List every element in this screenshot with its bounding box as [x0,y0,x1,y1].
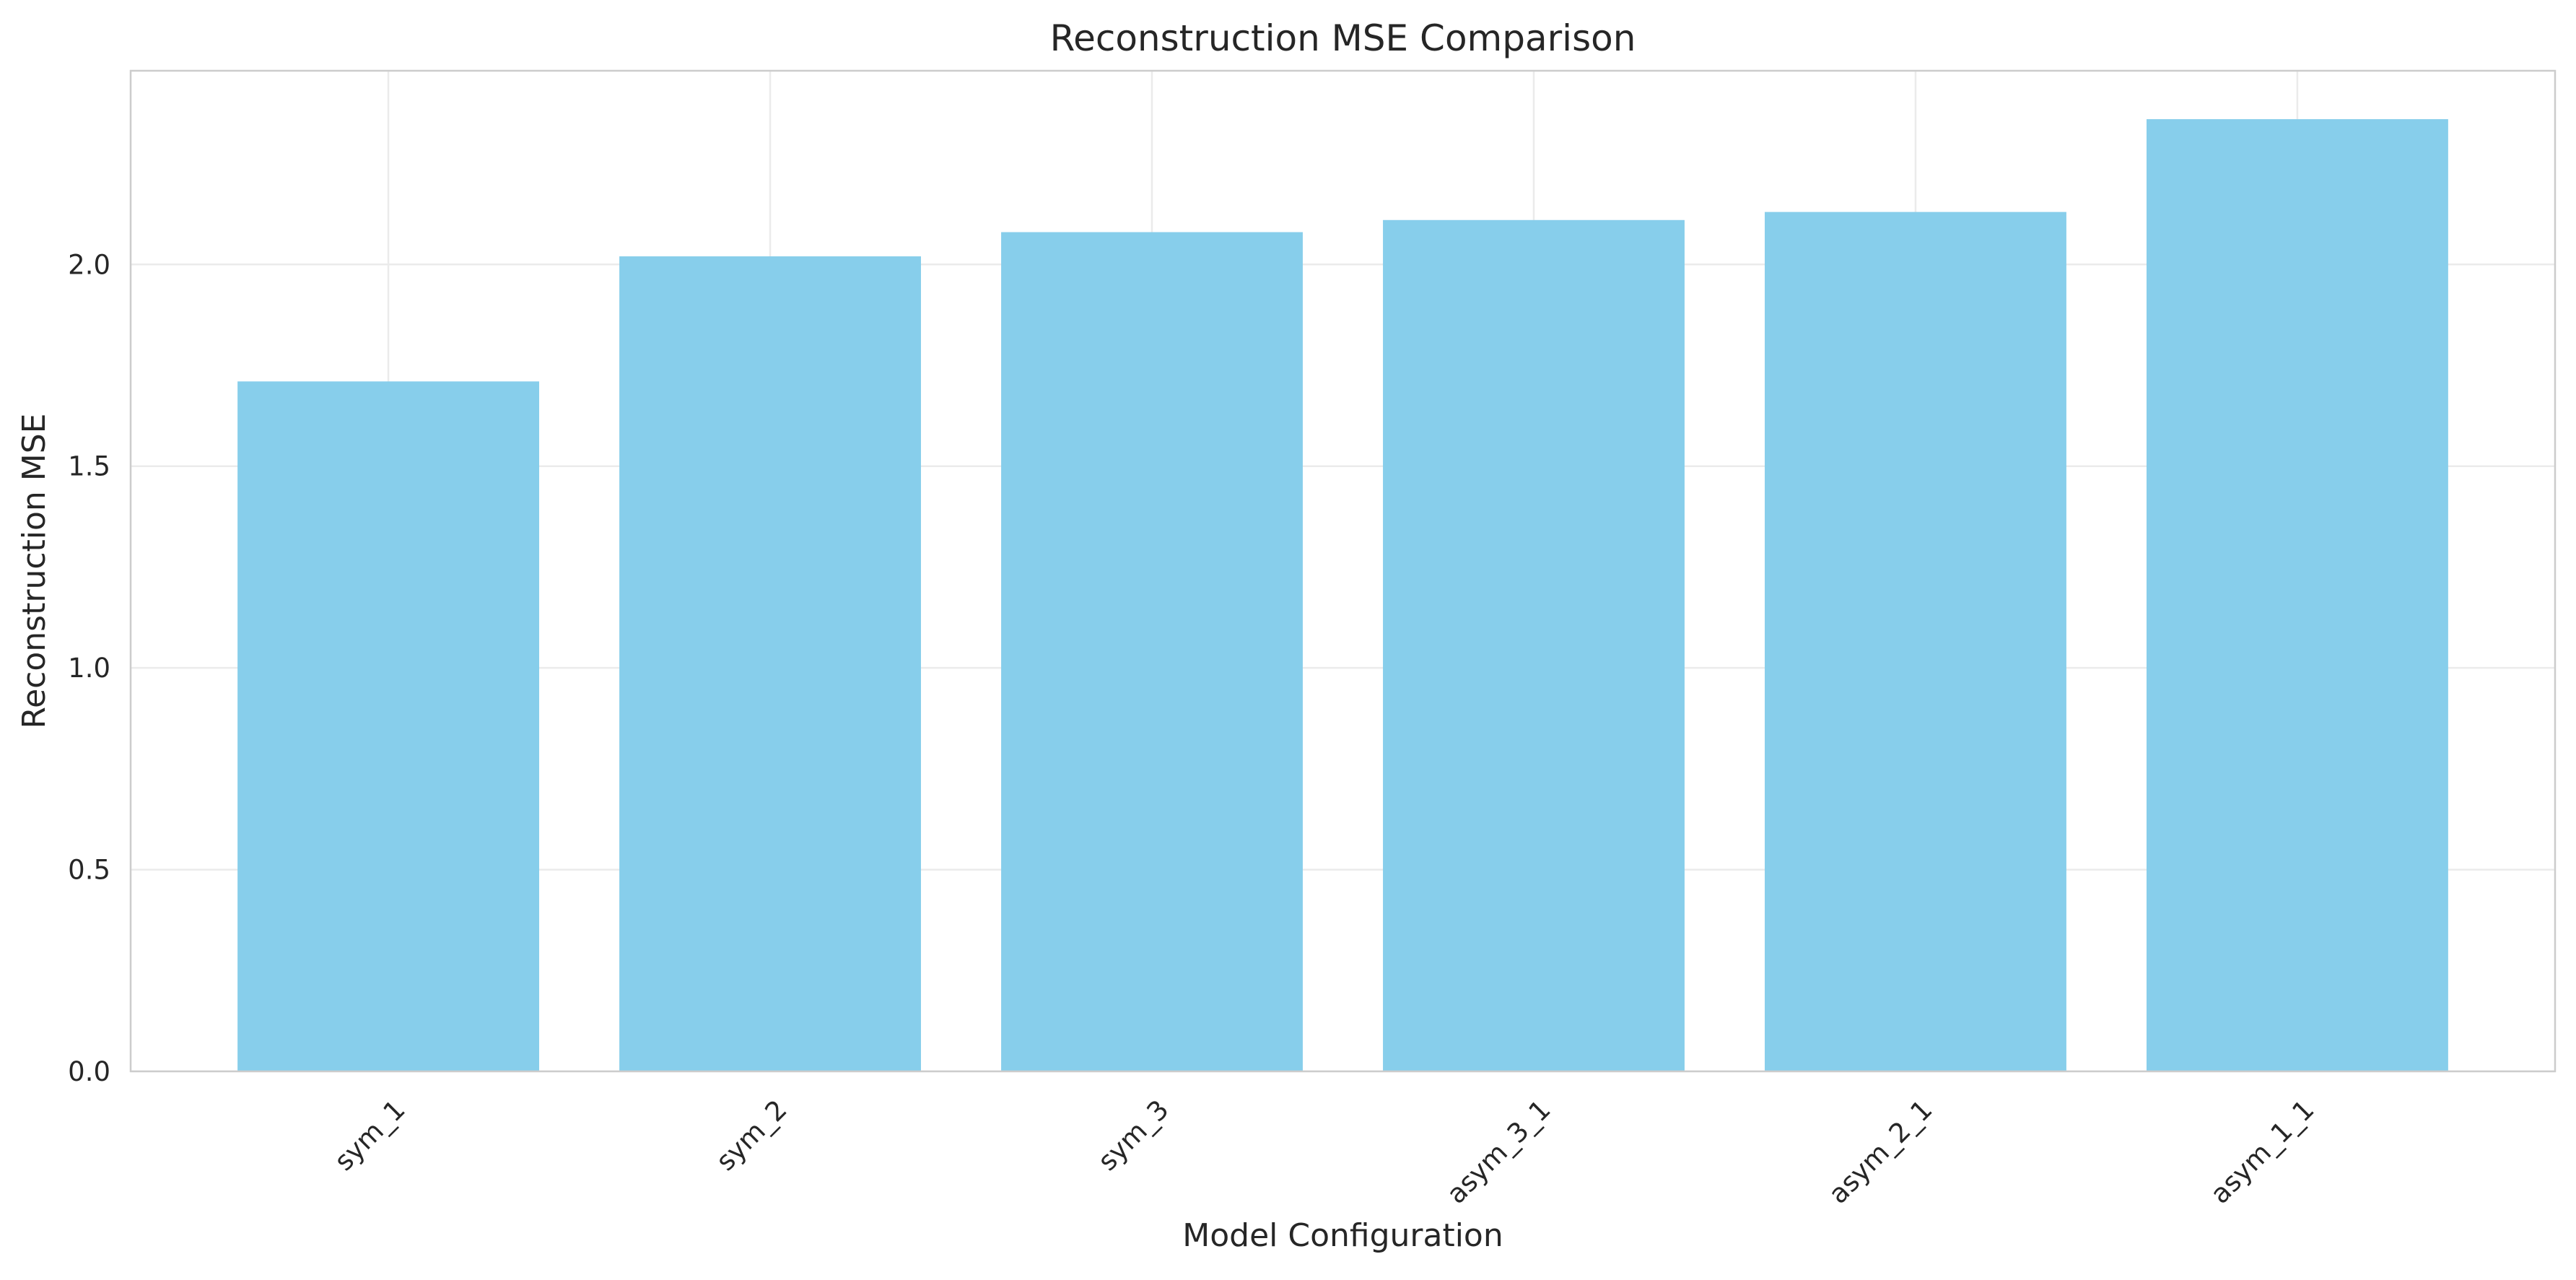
bar-layer [237,119,2448,1072]
x-tick-label: asym_2_1 [1822,1094,1939,1210]
x-tick-labels: sym_1 sym_2 sym_3 asym_3_1 asym_2_1 asym_1_1 [328,1094,2320,1210]
chart-title: Reconstruction MSE Comparison [1050,17,1636,59]
x-tick-label: asym_3_1 [1441,1094,1557,1210]
plot-frame [129,69,2557,1073]
y-tick-label: 2.0 [68,249,110,280]
x-tick-label: sym_2 [710,1094,793,1177]
bar-sym_1 [237,381,540,1071]
bar-sym_2 [619,256,921,1071]
x-axis-label: Model Configuration [1182,1217,1503,1254]
x-tick-label: sym_3 [1092,1094,1175,1177]
x-tick-label: sym_1 [328,1094,411,1177]
y-tick-label: 0.0 [68,1056,110,1087]
x-tick-label: asym_1_1 [2204,1094,2320,1210]
y-tick-label: 1.0 [68,653,110,684]
bar-asym_3_1 [1383,219,1685,1072]
bar-asym_1_1 [2146,119,2448,1072]
y-tick-label: 0.5 [68,855,110,886]
y-tick-label: 1.5 [68,451,110,482]
y-axis-label: Reconstruction MSE [16,414,53,729]
bar-asym_2_1 [1765,212,2066,1071]
y-tick-labels: 0.0 0.5 1.0 1.5 2.0 [68,249,110,1087]
bar-sym_3 [1001,232,1303,1072]
